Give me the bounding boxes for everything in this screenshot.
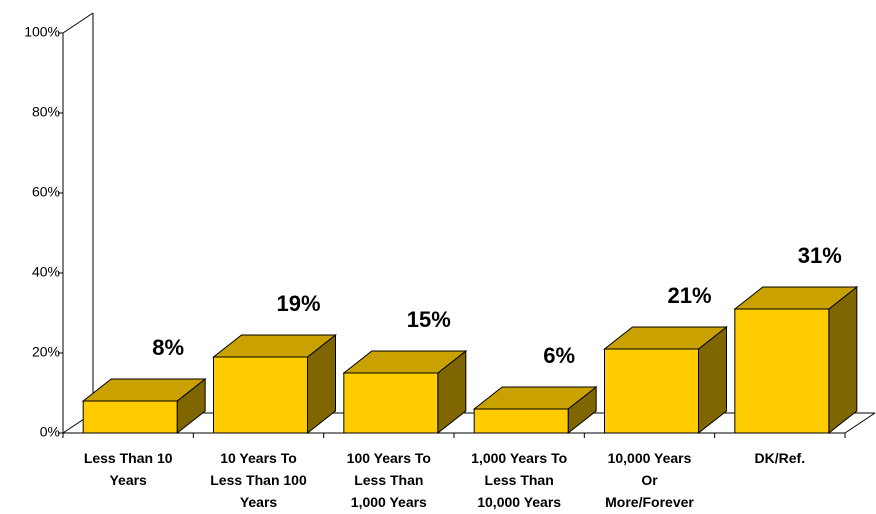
- floor-right-edge: [844, 412, 876, 434]
- x-tick-label-line: Less Than: [485, 472, 554, 488]
- value-label: 15%: [407, 307, 451, 332]
- bar-front: [734, 308, 830, 434]
- value-label: 31%: [798, 243, 842, 268]
- x-tick-label: DK/Ref.: [755, 450, 806, 466]
- x-tick-label: 10 Years To Less Than 100 Years: [210, 450, 307, 510]
- x-tick-label-line: Less Than: [354, 472, 423, 488]
- y-tick-label: 20%: [32, 344, 60, 360]
- x-tick-label-line: Less Than 100: [210, 472, 307, 488]
- y-tick-label: 100%: [24, 24, 60, 40]
- bar: [81, 377, 207, 435]
- x-tick-label-line: 1,000 Years: [351, 494, 427, 510]
- bar-front: [604, 348, 699, 434]
- y-tick-label: 60%: [32, 184, 60, 200]
- x-tick-label: 1,000 Years To Less Than 10,000 Years: [471, 450, 567, 510]
- bar-front: [343, 372, 439, 434]
- x-tick-label-line: Years: [240, 494, 278, 510]
- x-tick-label-line: Or: [641, 472, 658, 488]
- x-tick-label-line: 10,000 Years: [608, 450, 692, 466]
- x-tick-label-line: 10 Years To: [220, 450, 297, 466]
- bar: [212, 333, 337, 435]
- bar-side: [828, 285, 858, 435]
- bar: [342, 349, 468, 435]
- x-tick-label: Less Than 10 Years: [84, 450, 173, 488]
- value-label: 6%: [543, 343, 575, 368]
- bar: [603, 325, 728, 435]
- value-label: 8%: [152, 335, 184, 360]
- x-tick-label-line: 100 Years To: [347, 450, 431, 466]
- y-tick-label: 40%: [32, 264, 60, 280]
- wall-top-edge: [62, 12, 94, 34]
- x-tick-label-line: 1,000 Years To: [471, 450, 567, 466]
- y-tick-label: 0%: [40, 424, 60, 440]
- bar: [472, 385, 598, 435]
- x-tick-label-line: Less Than 10: [84, 450, 173, 466]
- bar-front: [473, 408, 569, 434]
- x-tick-label: 100 Years To Less Than 1,000 Years: [347, 450, 431, 510]
- bar-front: [82, 400, 178, 434]
- value-label: 21%: [667, 283, 711, 308]
- bar-front: [213, 356, 308, 434]
- x-tick-label-line: 10,000 Years: [477, 494, 561, 510]
- y-tick-label: 80%: [32, 104, 60, 120]
- bar: [733, 285, 859, 435]
- x-tick-label-line: More/Forever: [605, 494, 694, 510]
- x-tick-label: 10,000 Years Or More/Forever: [605, 450, 694, 510]
- x-tick-label-line: Years: [109, 472, 147, 488]
- value-label: 19%: [276, 291, 320, 316]
- x-tick-label-line: DK/Ref.: [755, 450, 806, 466]
